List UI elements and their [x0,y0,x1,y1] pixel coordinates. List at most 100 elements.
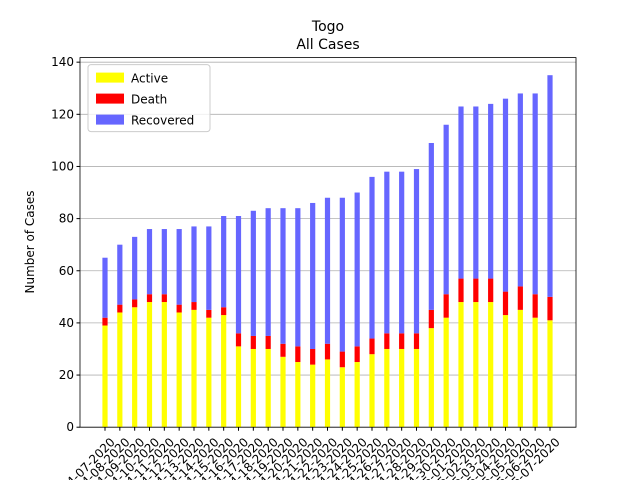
bar-segment [250,348,256,428]
y-tick-label: 20 [59,368,74,382]
bar-segment [310,348,316,365]
bar-segment [517,309,523,428]
bar-segment [413,333,420,349]
bar-segment [235,346,242,428]
bar-segment [384,171,390,334]
bar-segment [399,348,405,428]
bar-segment [191,302,197,310]
y-tick-label: 120 [51,107,74,121]
bar-segment [369,354,375,428]
bar-segment [547,320,553,428]
bar-segment [399,171,405,334]
bar-segment [161,294,167,303]
bar-segment [339,197,345,352]
y-tick-label: 80 [59,212,74,226]
bar-segment [473,106,479,279]
bar-segment [206,226,212,310]
bar-segment [413,169,420,334]
bar-segment [443,317,449,428]
bar-segment [324,197,331,344]
y-tick-label: 60 [59,264,74,278]
bar-segment [532,294,538,318]
y-tick-label: 40 [59,316,74,330]
bar-segment [117,244,123,305]
bar-segment [235,216,242,334]
bar-segment [339,351,345,368]
bar-segment [191,226,197,303]
bar-segment [458,106,464,279]
bar-segment [443,124,449,295]
bar-segment [458,302,464,428]
bar-segment [132,236,138,300]
bar-segment [206,309,212,318]
bar-segment [235,333,242,347]
bar-segment [117,312,123,428]
bar-segment [132,299,138,308]
bar-segment [517,286,523,310]
y-axis-label: Number of Cases [23,190,37,293]
bar-segment [532,93,538,295]
bar-segment [221,216,227,308]
bar-segment [488,103,494,279]
axes-frame [79,57,577,428]
legend-swatch [96,93,124,104]
bar-segment [176,229,182,305]
bar-segment [102,325,108,428]
bar-segment [161,229,167,295]
bar-segment [295,346,301,363]
bar-segment [428,142,434,310]
bar-segment [250,335,256,349]
bar-segment [488,278,494,303]
bar-segment [280,343,286,357]
bar-segment [310,202,316,349]
bar-segment [146,294,153,303]
bar-segment [473,278,479,303]
bar-segment [146,229,153,295]
bar-segment [547,75,553,297]
bar-segment [176,304,182,313]
bar-segment [354,192,360,347]
legend-label: Recovered [131,114,194,128]
bar-segment [206,317,212,428]
bar-segment [280,208,286,344]
bar-segment [102,317,108,326]
bar-segment [295,362,301,428]
y-tick-label: 140 [51,55,74,69]
bar-segment [102,257,108,318]
legend-swatch [96,114,124,125]
bar-segment [191,309,197,428]
bar-segment [384,333,390,349]
chart-subtitle: All Cases [296,37,359,53]
bar-segment [146,302,153,428]
bar-segment [265,335,271,349]
bar-segment [443,294,449,318]
bar-segment [517,93,523,287]
bar-segment [532,317,538,428]
bar-segment [161,302,167,428]
legend-label: Active [131,72,168,86]
bar-segment [265,208,271,336]
bar-segment [413,348,420,428]
bar-segment [369,338,375,355]
bar-segment [354,362,360,428]
bar-segment [502,98,509,292]
legend-swatch [96,72,124,83]
bar-segment [428,328,434,428]
bar-segment [458,278,464,303]
bar-segment [132,307,138,428]
bar-segment [221,315,227,428]
chart-title: Togo [311,19,344,35]
y-tick-label: 0 [66,420,74,434]
y-tick-label: 100 [51,159,74,173]
bar-segment [502,291,509,316]
bar-segment [324,343,331,360]
bar-segment [250,210,256,336]
bar-segment [339,367,345,428]
bar-segment [310,364,316,428]
legend-label: Death [131,93,167,107]
bar-segment [399,333,405,349]
bar-segment [384,348,390,428]
bar-segment [117,304,123,313]
bar-segment [354,346,360,363]
